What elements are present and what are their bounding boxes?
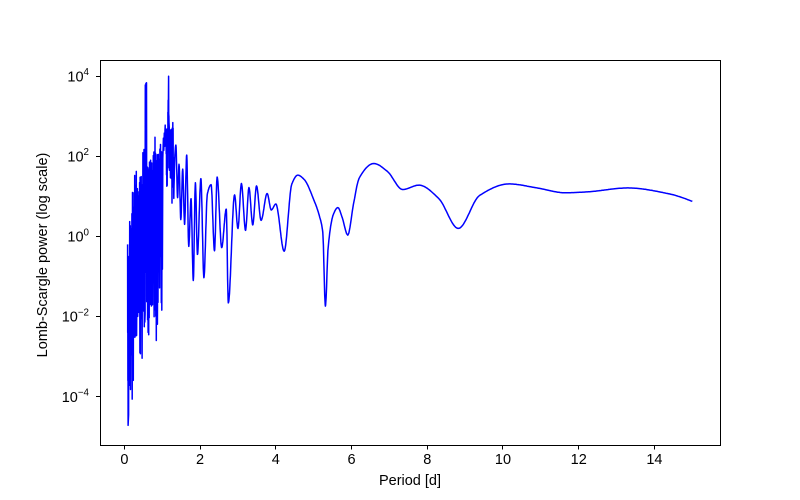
svg-text:14: 14 <box>646 452 662 468</box>
svg-text:6: 6 <box>347 452 355 468</box>
svg-text:12: 12 <box>571 452 587 468</box>
svg-text:4: 4 <box>272 452 280 468</box>
svg-text:Lomb-Scargle power (log scale): Lomb-Scargle power (log scale) <box>35 153 51 358</box>
svg-text:Period [d]: Period [d] <box>379 473 441 489</box>
svg-text:2: 2 <box>196 452 204 468</box>
svg-text:0: 0 <box>120 452 128 468</box>
svg-text:10: 10 <box>495 452 511 468</box>
svg-text:8: 8 <box>423 452 431 468</box>
